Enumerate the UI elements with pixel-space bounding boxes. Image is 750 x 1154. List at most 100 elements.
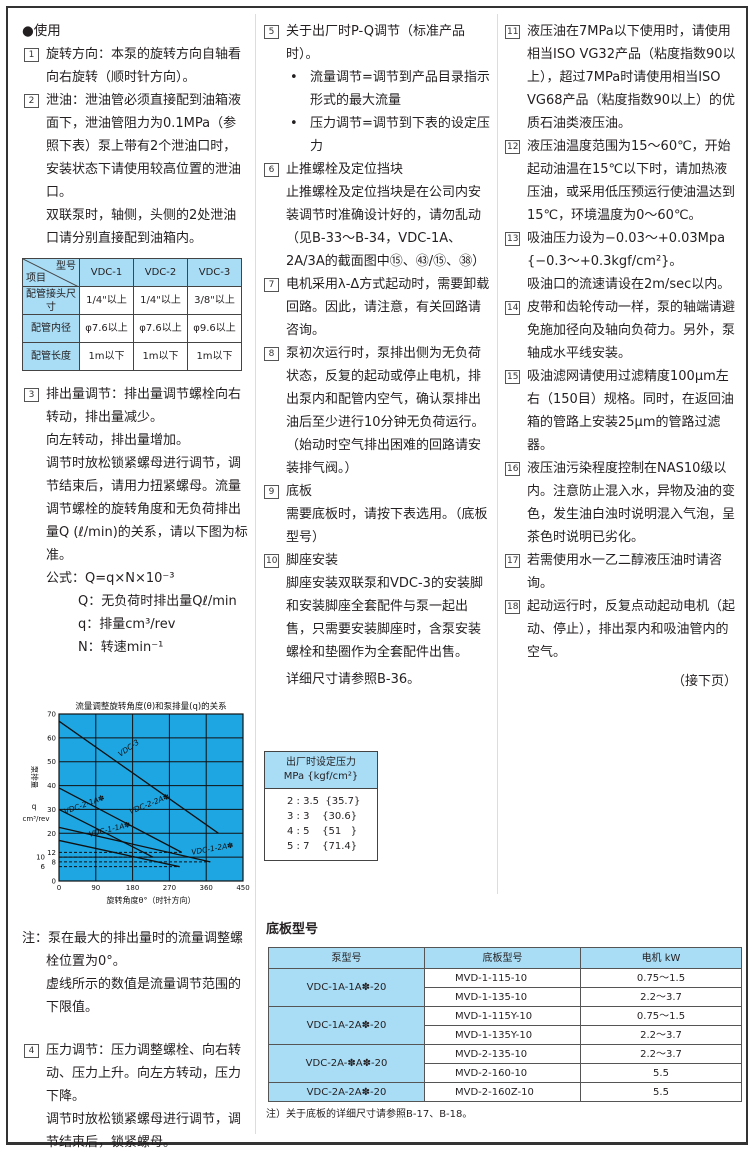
item-text: 电机采用λ-Δ方式起动时，需要卸载回路。因此，请注意，有关回路请咨询。 xyxy=(286,277,490,338)
item-number: 11 xyxy=(505,25,521,39)
y-tick-label: 70 xyxy=(47,711,56,719)
base-model: MVD-2-160Z-10 xyxy=(424,1082,581,1102)
note-text: 注：泵在最大的排出量时的流量调整螺栓位置为0°。 xyxy=(22,931,244,969)
motor-kw: 0.75～1.5 xyxy=(580,968,742,988)
item-number: 12 xyxy=(505,140,521,154)
series-line-vdc-2-2a- xyxy=(58,787,182,853)
column-divider xyxy=(497,14,498,894)
item-number: 5 xyxy=(264,25,279,39)
item-16: 16 液压油污染程度控制在NAS10级以内。注意防止混入水，异物及油的变色，发生油… xyxy=(503,457,737,549)
base-plate-note: 注）关于底板的详细尺寸请参照B-17、B-18。 xyxy=(266,1109,473,1120)
column-3: 11 液压油在7MPa以下使用时，请使用相当ISO VG32产品（粘度指数90以上… xyxy=(503,20,737,693)
table-cell: 1m以下 xyxy=(79,342,134,371)
item-text: 调节时放松锁紧螺母进行调节，调节结束后，请用力扭紧螺母。流量调节螺栓的旋转角度和… xyxy=(46,456,248,563)
formula-definition: N：转速min⁻¹ xyxy=(78,640,164,655)
item-text: 止推螺栓及定位挡块 xyxy=(286,162,404,177)
item-text: 止推螺栓及定位挡块是在公司内安装调节时准确设计好的，请勿乱动（见B-33～B-3… xyxy=(286,185,486,269)
y-tick-label: 30 xyxy=(47,806,56,814)
formula: 公式：Q=q×N×10⁻³ xyxy=(46,571,175,586)
item-number: 1 xyxy=(24,48,39,62)
item-13: 13 吸油压力设为−0.03～+0.03Mpa {−0.3～+0.3kgf/cm²… xyxy=(503,227,737,296)
item-text: 旋转方向：本泵的旋转方向自轴看向右旋转（顺时针方向）。 xyxy=(46,47,242,85)
item-text: 调节时放松锁紧螺母进行调节，调节结束后，锁紧螺母。 xyxy=(46,1112,242,1150)
table-cell: φ7.6以上 xyxy=(79,314,134,343)
continued-label: （接下页） xyxy=(671,674,737,689)
item-number: 15 xyxy=(505,370,521,384)
item-text: 需要底板时，请按下表选用。（底板型号） xyxy=(286,507,488,545)
note-block: 注：泵在最大的排出量时的流量调整螺栓位置为0°。 虚线所示的数值是流量调节范围的… xyxy=(22,927,248,1019)
item-12: 12 液压油温度范围为15～60℃，开始起动油温在15℃以下时，请加热液压油，或采… xyxy=(503,135,737,227)
series-line-vdc-1-2a- xyxy=(58,826,211,863)
y-tick-label: 12 xyxy=(47,849,56,857)
x-tick-label: 450 xyxy=(236,884,249,892)
series-line-vdc-3 xyxy=(58,720,219,834)
row-header: 配管接头尺寸 xyxy=(22,286,80,315)
motor-kw: 2.2～3.7 xyxy=(580,1044,742,1064)
item-17: 17 若需使用水一乙二醇液压油时请咨询。 xyxy=(503,549,737,595)
item-number: 2 xyxy=(24,94,39,108)
item-2: 2 泄油：泄油管必须直接配到油箱液面下，泄油管阻力为0.1MPa（参照下表）泵上带… xyxy=(22,89,248,250)
chart-title: 流量调整旋转角度(θ)和泵排量(q)的关系 xyxy=(75,701,226,712)
y-axis-label: 泵排量 xyxy=(30,766,40,789)
item-text: 排出量调节：排出量调节螺栓向右转动，排出量减少。 xyxy=(46,387,242,425)
table-row: MVD-1-135-10 2.2～3.7 xyxy=(269,987,742,1007)
column-header: VDC-3 xyxy=(187,258,242,287)
drain-pipe-table: 型号 项目 VDC-1 VDC-2 VDC-3 配管接头尺寸 1/4"以上 1/… xyxy=(22,258,242,371)
base-plate-table: 泵型号 底板型号 电机 kW VDC-1A-1A✽-20 MVD-1-115-10… xyxy=(268,947,742,1102)
item-number: 13 xyxy=(505,232,521,246)
y-tick-label: 8 xyxy=(52,858,56,866)
motor-kw: 5.5 xyxy=(580,1063,742,1083)
item-text: 脚座安装双联泵和VDC-3的安装脚和安装脚座全套配件与泵一起出售，只需要安装脚座… xyxy=(286,576,483,660)
item-18: 18 起动运行时，反复点动起动电机（起动、停止），排出泵内和吸油管内的空气。 xyxy=(503,595,737,664)
x-tick-label: 0 xyxy=(57,884,61,892)
item-text: 起动运行时，反复点动起动电机（起动、停止），排出泵内和吸油管内的空气。 xyxy=(527,599,736,660)
base-model: MVD-1-115-10 xyxy=(424,968,581,988)
table-cell: 3/8"以上 xyxy=(187,286,242,315)
item-number: 14 xyxy=(505,301,521,315)
table-row: VDC-2A-2A✽-20 MVD-2-160Z-10 5.5 xyxy=(268,1082,742,1102)
base-model: MVD-1-135-10 xyxy=(424,987,581,1007)
item-11: 11 液压油在7MPa以下使用时，请使用相当ISO VG32产品（粘度指数90以上… xyxy=(503,20,737,135)
column-divider xyxy=(255,14,256,1134)
x-tick-label: 180 xyxy=(126,884,139,892)
item-6: 6 止推螺栓及定位挡块 止推螺栓及定位挡块是在公司内安装调节时准确设计好的，请勿乱动… xyxy=(262,158,492,273)
column-1: ●使用 1 旋转方向：本泵的旋转方向自轴看向右旋转（顺时针方向）。 2 泄油：泄油管… xyxy=(22,20,250,1154)
item-text: 吸油压力设为−0.03～+0.03Mpa {−0.3～+0.3kgf/cm²}。 xyxy=(527,231,726,269)
table-row: 3 : 3 {30.6} xyxy=(287,811,358,822)
table-cell: 1/4"以上 xyxy=(133,286,188,315)
item-3: 3 排出量调节：排出量调节螺栓向右转动，排出量减少。 向左转动，排出量增加。 调… xyxy=(22,383,248,659)
motor-kw: 2.2～3.7 xyxy=(580,987,742,1007)
table-row: 2 : 3.5 {35.7} xyxy=(287,796,361,807)
corner-top-label: 型号 xyxy=(56,261,76,272)
y-tick-label: 10 xyxy=(36,854,45,862)
item-number: 10 xyxy=(264,554,280,568)
item-5: 5 关于出厂时P-Q调节（标准产品时）。 xyxy=(262,20,492,66)
table-cell: φ7.6以上 xyxy=(133,314,188,343)
item-7: 7 电机采用λ-Δ方式起动时，需要卸载回路。因此，请注意，有关回路请咨询。 xyxy=(262,273,492,342)
y-tick-label: 60 xyxy=(47,734,56,742)
plot-area xyxy=(58,713,244,882)
y-tick-label: 20 xyxy=(47,830,56,838)
corner-diagonal xyxy=(23,259,79,287)
series-line-vdc-2-1a- xyxy=(58,808,154,858)
y-tick-label: 0 xyxy=(52,878,56,886)
y-axis-label: q xyxy=(32,802,37,811)
row-header: 配管内径 xyxy=(22,314,80,343)
formula-definition: q：排量cm³/rev xyxy=(78,617,176,632)
item-text: 底板 xyxy=(286,484,313,499)
item-text: 关于出厂时P-Q调节（标准产品时）。 xyxy=(286,24,465,62)
y-tick-label: 50 xyxy=(47,758,56,766)
column-header: VDC-1 xyxy=(79,258,134,287)
base-plate-title: 底板型号 xyxy=(266,922,319,937)
factory-pressure-table: 出厂时设定压力 MPa {kgf/cm²} 2 : 3.5 {35.7} 3 : … xyxy=(264,751,378,861)
section-title: ●使用 xyxy=(22,23,61,39)
item-text: 液压油温度范围为15～60℃，开始起动油温在15℃以下时，请加热液压油，或采用低… xyxy=(527,139,736,223)
table-header-unit: MPa {kgf/cm²} xyxy=(283,771,359,782)
table-row: 配管内径 φ7.6以上 φ7.6以上 φ9.6以上 xyxy=(22,314,242,343)
pump-model: VDC-2A-2A✽-20 xyxy=(268,1082,425,1102)
item-15: 15 吸油滤网请使用过滤精度100μm左右（150目）规格。同时，在返回油箱的管路… xyxy=(503,365,737,457)
formula-definition: Q：无负荷时排出量Qℓ/min xyxy=(78,594,237,609)
motor-kw: 5.5 xyxy=(580,1082,742,1102)
item-text: 详细尺寸请参照B-36。 xyxy=(286,672,421,687)
